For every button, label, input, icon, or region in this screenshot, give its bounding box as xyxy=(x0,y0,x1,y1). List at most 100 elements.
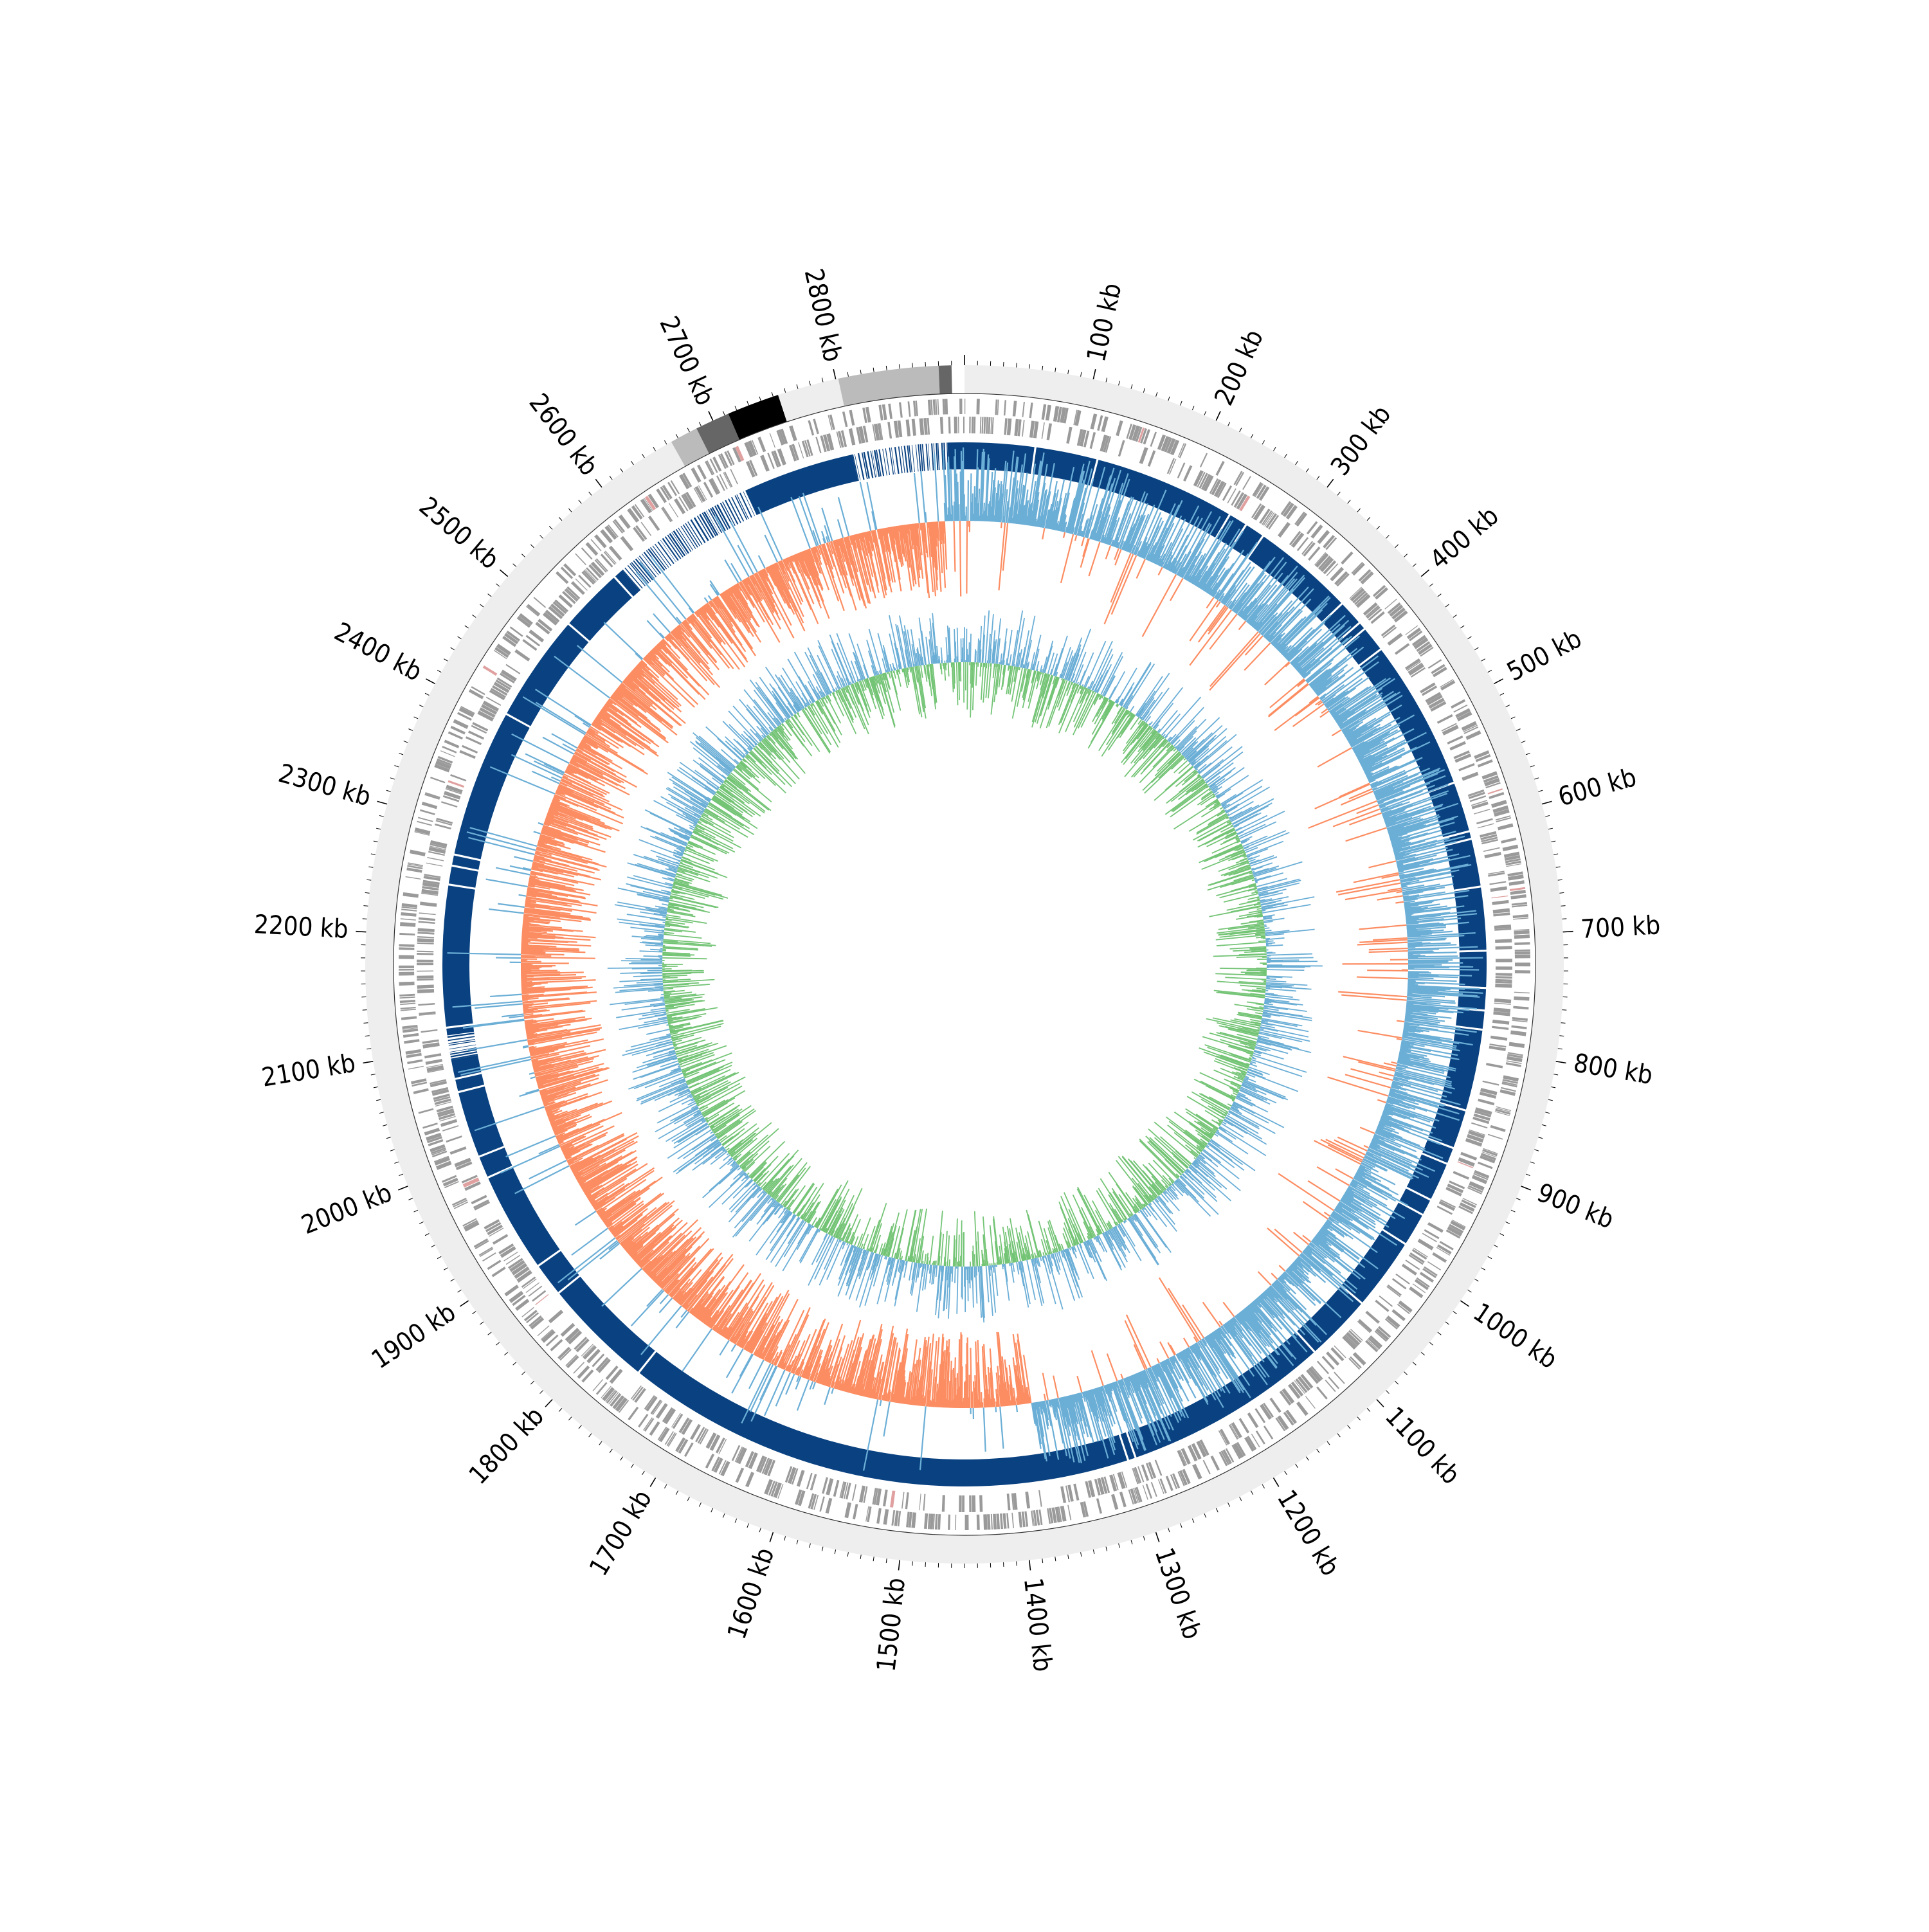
skew-bar xyxy=(1270,679,1304,708)
tick-label: 1800 kb xyxy=(464,1402,550,1490)
gene-feature xyxy=(1252,482,1262,497)
gene-feature xyxy=(1007,419,1012,435)
gene-feature xyxy=(919,418,924,435)
gene-feature xyxy=(976,399,979,414)
minor-tick xyxy=(379,1112,384,1114)
gene-feature xyxy=(1022,402,1024,417)
gene-feature xyxy=(959,399,962,414)
minor-tick xyxy=(912,1562,913,1566)
minor-tick xyxy=(394,766,399,767)
gene-feature xyxy=(1418,1238,1434,1250)
major-tick xyxy=(426,679,435,683)
gene-feature xyxy=(705,1454,714,1468)
gene-feature xyxy=(1111,1494,1118,1510)
gene-feature xyxy=(1515,970,1530,973)
gc-bar xyxy=(1076,684,1077,686)
feature-band-segment xyxy=(449,1045,476,1050)
minor-tick xyxy=(472,1312,476,1314)
gene-feature xyxy=(541,1330,556,1342)
minor-tick xyxy=(365,892,370,893)
minor-tick xyxy=(1395,545,1399,548)
skew-bar xyxy=(1364,1146,1368,1148)
gene-feature xyxy=(399,933,415,935)
gene-feature xyxy=(1510,1031,1526,1036)
minor-tick xyxy=(1551,841,1555,842)
gene-feature xyxy=(974,417,976,433)
gene-feature xyxy=(1066,427,1072,444)
gc-bar xyxy=(1013,668,1022,719)
minor-tick xyxy=(1404,554,1408,557)
gene-feature xyxy=(1491,896,1508,898)
skew-bar xyxy=(538,823,543,825)
minor-tick xyxy=(1561,1023,1566,1024)
gene-feature xyxy=(1192,1464,1202,1479)
gene-feature xyxy=(723,473,732,488)
gene-feature xyxy=(853,1504,858,1519)
major-tick xyxy=(833,369,835,379)
skew-bar xyxy=(1137,559,1145,579)
gc-bar xyxy=(977,638,979,662)
gene-feature xyxy=(417,970,433,971)
minor-tick xyxy=(1516,729,1520,731)
minor-tick xyxy=(664,440,666,444)
minor-tick xyxy=(620,1457,623,1461)
gene-feature xyxy=(1494,1003,1511,1005)
minor-tick xyxy=(1106,1547,1107,1551)
minor-tick xyxy=(371,1074,376,1075)
gene-feature xyxy=(1386,1286,1400,1297)
skew-bar xyxy=(960,1332,961,1408)
minor-tick xyxy=(1119,1544,1120,1548)
skew-bar xyxy=(524,1014,534,1015)
minor-tick xyxy=(444,659,448,662)
gc-bar xyxy=(980,663,981,677)
gene-feature xyxy=(417,985,434,989)
minor-tick xyxy=(559,1408,562,1411)
gene-feature xyxy=(945,399,948,414)
skew-bar xyxy=(1106,545,1110,559)
minor-tick xyxy=(1143,1536,1145,1540)
minor-tick xyxy=(1204,1513,1206,1517)
gene-feature xyxy=(1478,823,1494,828)
skew-bar xyxy=(1219,1321,1222,1326)
skew-bar xyxy=(498,904,525,907)
gene-feature xyxy=(958,417,959,433)
skew-bar xyxy=(506,1136,556,1157)
gc-bar xyxy=(981,663,984,700)
minor-tick xyxy=(1181,401,1182,406)
gene-feature xyxy=(1305,1396,1316,1409)
tick-label: 1100 kb xyxy=(1379,1402,1465,1490)
skew-bar xyxy=(1279,1265,1285,1271)
minor-tick xyxy=(676,434,678,438)
skew-bar xyxy=(951,469,952,521)
minor-tick xyxy=(1377,526,1380,529)
gc-bar xyxy=(1071,629,1091,682)
tick-label: 1600 kb xyxy=(722,1544,780,1643)
skew-bar xyxy=(637,572,680,624)
minor-tick xyxy=(610,1449,612,1453)
gene-feature xyxy=(506,1255,521,1265)
minor-tick xyxy=(1438,1332,1442,1335)
minor-tick xyxy=(759,397,761,401)
gene-feature xyxy=(399,994,415,997)
gene-feature xyxy=(487,1259,502,1270)
minor-tick xyxy=(1413,1362,1416,1366)
gene-feature xyxy=(1478,1099,1494,1106)
gene-feature xyxy=(413,1088,429,1094)
minor-tick xyxy=(653,447,656,451)
skew-bar xyxy=(1345,1074,1391,1088)
minor-tick xyxy=(1337,492,1340,495)
minor-tick xyxy=(1481,659,1485,662)
minor-tick xyxy=(1421,1352,1424,1355)
gene-feature xyxy=(1495,939,1512,943)
gene-feature xyxy=(912,419,916,436)
tick-label: 2700 kb xyxy=(653,312,720,410)
gene-feature xyxy=(1484,852,1501,858)
major-tick xyxy=(460,1301,468,1306)
skew-bar xyxy=(925,512,926,522)
minor-tick xyxy=(599,1441,602,1445)
tick-label: 1500 kb xyxy=(871,1576,911,1674)
skew-bar xyxy=(604,622,642,659)
minor-tick xyxy=(1317,1449,1319,1453)
gene-feature xyxy=(797,1470,805,1486)
skew-bar xyxy=(799,496,817,546)
